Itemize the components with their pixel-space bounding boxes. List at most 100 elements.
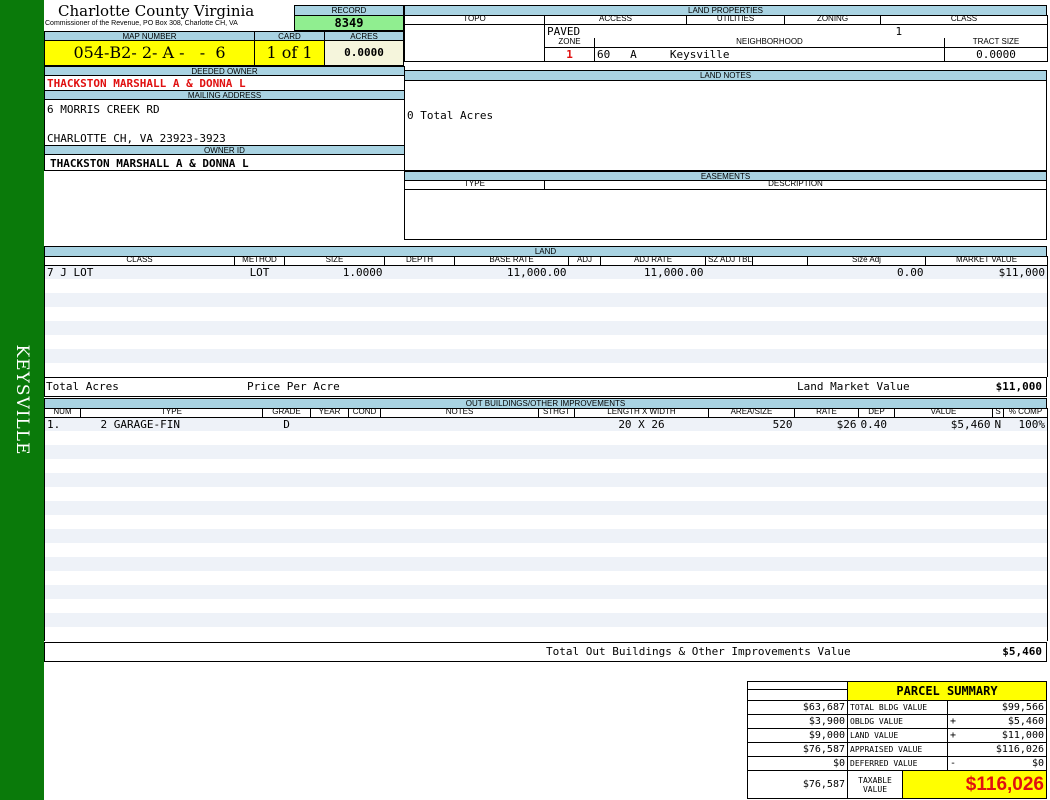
table-cell (709, 487, 795, 501)
zone-value: 1 (544, 47, 595, 61)
table-row (44, 557, 1048, 571)
table-cell (349, 459, 381, 473)
table-cell (311, 515, 349, 529)
address-line-2: CHARLOTTE CH, VA 23923-3923 (47, 132, 226, 145)
table-cell (925, 349, 1048, 363)
column-headers: NUM TYPE GRADE YEAR COND NOTES STHGT LENGTH X W… (44, 408, 1048, 418)
table-cell (311, 627, 349, 641)
table-cell (44, 585, 81, 599)
table-row (45, 363, 1048, 377)
table-cell: 1. (44, 417, 81, 431)
table-row: 1. 2 GARAGE-FIN D 20 X 26 520 $26 0.40 $5,460 N 1… (44, 417, 1048, 431)
table-cell (81, 459, 263, 473)
column-header: DEPTH (384, 256, 455, 266)
table-row (44, 293, 1048, 307)
table-cell (993, 599, 1004, 613)
table-cell (858, 529, 895, 543)
table-cell (348, 529, 381, 543)
table-row (44, 473, 1048, 487)
table-cell (753, 363, 808, 377)
column-header: CLASS (44, 256, 235, 266)
table-cell (348, 445, 381, 459)
table-cell (575, 543, 709, 557)
table-cell (44, 293, 235, 307)
table-cell (808, 363, 926, 377)
table-cell (380, 585, 539, 599)
table-cell (993, 431, 1004, 445)
table-cell (1003, 529, 1048, 543)
table-cell (285, 279, 385, 293)
table-cell (80, 529, 263, 543)
table-cell (795, 459, 859, 473)
column-header: SZ ADJ TBL (705, 256, 753, 266)
land-notes: 0 Total Acres (404, 80, 1047, 171)
prior-value: $0 (747, 756, 848, 771)
column-header: YEAR (310, 408, 349, 418)
table-cell (349, 599, 381, 613)
taxable-value: $116,026 (902, 770, 1047, 799)
table-cell (859, 515, 895, 529)
table-cell (234, 321, 285, 335)
table-cell (44, 501, 81, 515)
table-cell (310, 557, 349, 571)
parcel-summary-title: PARCEL SUMMARY (847, 681, 1047, 701)
table-cell: $26 (794, 417, 859, 431)
table-cell (574, 501, 709, 515)
table-cell (708, 501, 795, 515)
table-cell: 1.0000 (284, 265, 385, 279)
table-cell (575, 487, 709, 501)
table-cell (895, 459, 993, 473)
taxable-prior: $76,587 (747, 770, 848, 799)
table-cell (993, 459, 1004, 473)
table-cell (380, 613, 539, 627)
table-cell (708, 473, 795, 487)
table-cell (539, 515, 575, 529)
table-cell (310, 417, 349, 431)
table-cell (894, 445, 993, 459)
prior-value: $63,687 (747, 700, 848, 715)
table-cell (705, 349, 753, 363)
table-cell (705, 293, 753, 307)
table-cell (262, 445, 311, 459)
table-cell (600, 321, 706, 335)
table-cell (574, 529, 709, 543)
table-cell (538, 473, 575, 487)
table-cell (569, 363, 601, 377)
land-market-value-label: Land Market Value (797, 380, 910, 393)
table-cell: 100% (1003, 417, 1048, 431)
table-cell (992, 445, 1004, 459)
column-header: ADJ RATE (600, 256, 706, 266)
table-cell (992, 473, 1004, 487)
table-cell (311, 431, 349, 445)
table-cell (568, 293, 601, 307)
table-cell: LOT (234, 265, 285, 279)
table-cell (539, 431, 575, 445)
table-cell (539, 627, 575, 641)
table-cell (808, 307, 926, 321)
table-cell (381, 599, 539, 613)
table-cell (569, 307, 601, 321)
summary-sign: + (947, 728, 962, 743)
table-row: 7 J LOT LOT 1.0000 11,000.00 11,000.00 0.00 $1… (44, 265, 1048, 279)
table-cell (575, 571, 709, 585)
table-cell (81, 543, 263, 557)
table-cell (993, 627, 1004, 641)
table-row (45, 627, 1048, 641)
table-cell (795, 571, 859, 585)
table-cell (349, 543, 381, 557)
table-cell (859, 487, 895, 501)
subtitle: Commissioner of the Revenue, PO Box 308,… (45, 20, 238, 27)
table-cell (285, 307, 385, 321)
table-cell (381, 431, 539, 445)
table-cell (601, 279, 706, 293)
table-cell (538, 501, 575, 515)
column-header: AREA/SIZE (708, 408, 795, 418)
summary-value: $5,460 (961, 714, 1047, 729)
table-row (44, 501, 1048, 515)
table-cell (568, 349, 601, 363)
summary-label: APPRAISED VALUE (847, 742, 948, 757)
table-cell (858, 585, 895, 599)
table-cell (348, 585, 381, 599)
table-cell (539, 571, 575, 585)
table-cell: 7 J LOT (44, 265, 235, 279)
